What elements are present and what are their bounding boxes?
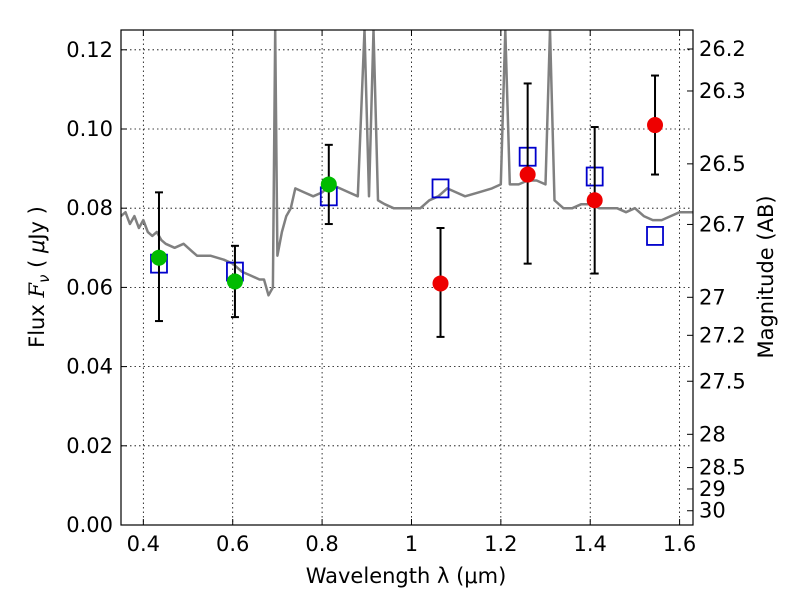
y-axis-label-symbol: F <box>25 282 49 299</box>
y-tick-label: 0.00 <box>66 513 113 537</box>
x-tick-label: 1 <box>405 532 418 556</box>
x-tick-label: 0.8 <box>305 532 338 556</box>
y2-tick-label: 27.5 <box>699 369 746 393</box>
x-tick-label: 1.4 <box>574 532 607 556</box>
y-tick-label: 0.08 <box>66 196 113 220</box>
y2-tick-label: 26.7 <box>699 212 746 236</box>
y2-tick-label: 26.5 <box>699 152 746 176</box>
x-tick-label: 0.6 <box>216 532 249 556</box>
y2-tick-label: 30 <box>699 499 726 523</box>
observed-point-green <box>320 176 337 193</box>
y-tick-label: 0.10 <box>66 117 113 141</box>
y2-tick-label: 28.5 <box>699 456 746 480</box>
model-spectrum-line <box>121 30 693 297</box>
y-axis-label-part: Flux <box>25 298 49 348</box>
model-photometry-square <box>646 226 664 246</box>
y2-tick-label: 27.2 <box>699 323 746 347</box>
observed-point-red <box>519 166 536 183</box>
observed-point-red <box>432 275 449 292</box>
observed-point-green <box>226 273 243 290</box>
observed-point-red <box>586 192 603 209</box>
y-axis-label-part: ( <box>25 253 49 275</box>
y-axis-label: Flux Fν ( μJy ) <box>25 206 53 348</box>
data-series <box>121 30 693 338</box>
x-tick-label: 0.4 <box>127 532 160 556</box>
y2-tick-label: 29 <box>699 477 726 501</box>
axis-ticks: 0.4 0.6 0.8 1 1.2 1.4 1.6 0.00 0.02 0.04 0.06 0.08 0… <box>66 30 746 556</box>
y2-tick-label: 26.2 <box>699 37 746 61</box>
y-tick-label: 0.12 <box>66 38 113 62</box>
y-tick-label: 0.06 <box>66 275 113 299</box>
y2-tick-label: 26.3 <box>699 79 746 103</box>
y-axis-label-unit: Jy ) <box>25 206 49 242</box>
y-axis-label-subscript: ν <box>35 275 53 283</box>
model-photometry-square <box>431 178 450 199</box>
plot-frame <box>120 29 694 526</box>
y2-tick-label: 28 <box>699 422 726 446</box>
y2-tick-label: 27 <box>699 285 726 309</box>
observed-point-red <box>647 117 664 134</box>
plot-area <box>120 29 694 526</box>
y-tick-label: 0.02 <box>66 434 113 458</box>
y2-axis-label: Magnitude (AB) <box>754 195 778 358</box>
x-tick-label: 1.6 <box>663 532 696 556</box>
y-tick-label: 0.04 <box>66 355 113 379</box>
x-tick-label: 1.2 <box>484 532 517 556</box>
x-axis-label: Wavelength λ (μm) <box>306 564 507 588</box>
y-axis-label-mu: μ <box>25 240 49 254</box>
observed-point-green <box>150 249 167 266</box>
